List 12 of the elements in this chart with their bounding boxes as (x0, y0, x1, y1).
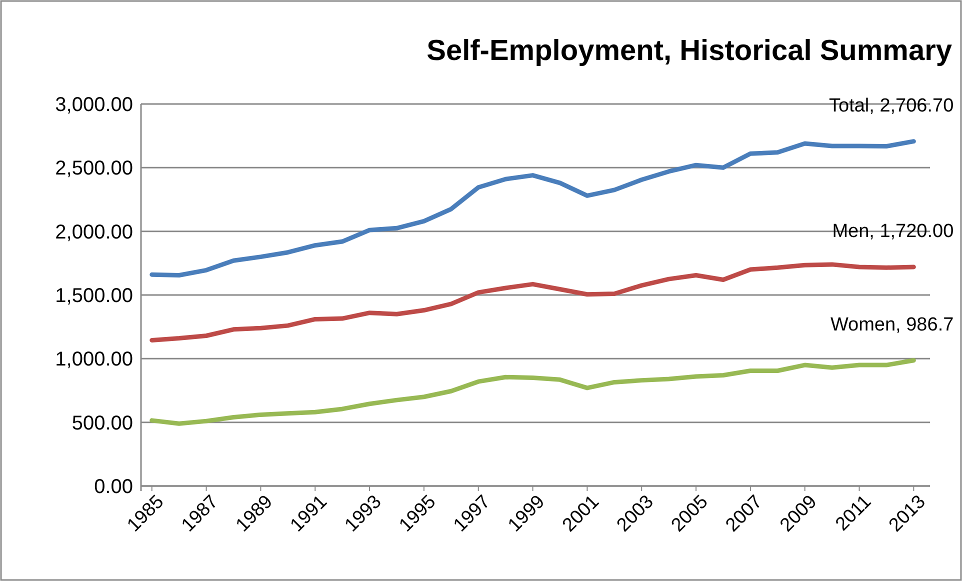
y-tick-label: 500.00 (72, 412, 133, 434)
y-tick-label: 2,000.00 (55, 221, 133, 244)
y-tick-label: 0.00 (94, 476, 133, 498)
y-tick-label: 2,500.00 (55, 158, 133, 180)
text: Total, 2,706.70 (829, 95, 954, 116)
text: Men, 1,720.00 (832, 220, 954, 242)
line-series (150, 358, 916, 426)
y-tick-label: 3,000.00 (55, 94, 133, 116)
text: Women, 986.7 (830, 314, 954, 336)
chart-title: Self-Employment, Historical Summary (426, 35, 952, 67)
y-tick-label: 1,000.00 (55, 348, 133, 371)
y-tick-label: 1,500.00 (55, 285, 133, 307)
